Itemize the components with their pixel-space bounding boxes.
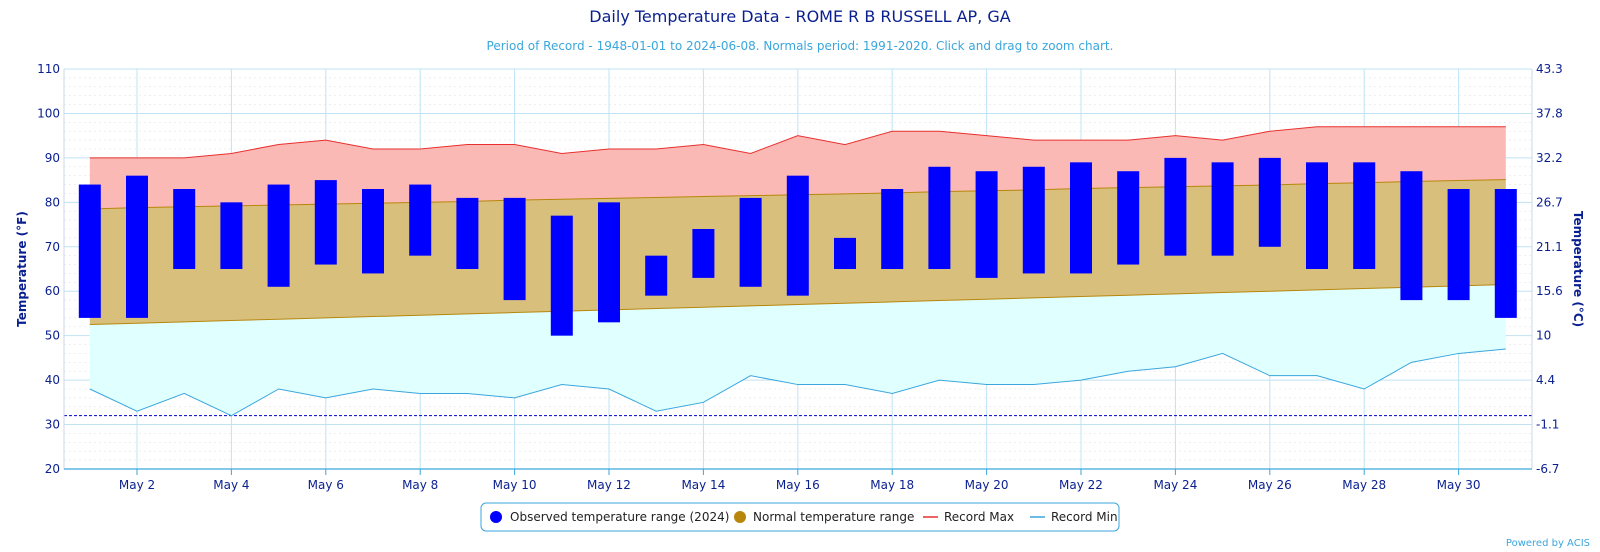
legend: Observed temperature range (2024) Normal… <box>480 502 1120 532</box>
observed-bar-may-4[interactable] <box>220 202 243 269</box>
observed-bar-may-29[interactable] <box>1400 171 1423 301</box>
observed-bar-may-28[interactable] <box>1353 162 1376 269</box>
y-tick-right: 43.3 <box>1536 62 1563 76</box>
observed-bar-may-10[interactable] <box>503 197 526 301</box>
observed-bar-may-15[interactable] <box>739 197 762 287</box>
x-tick-label: May 20 <box>965 478 1009 492</box>
x-tick-label: May 14 <box>681 478 725 492</box>
y-tick-left: 80 <box>45 195 60 209</box>
observed-bar-may-31[interactable] <box>1494 189 1517 318</box>
record-min-line <box>89 348 1506 417</box>
y-tick-right: 21.1 <box>1536 240 1563 254</box>
legend-normal-label[interactable]: Normal temperature range <box>753 510 914 524</box>
observed-bar-may-2[interactable] <box>126 175 148 318</box>
y-tick-left: 90 <box>45 151 60 165</box>
x-tick-label: May 2 <box>119 478 155 492</box>
y-tick-right: 26.7 <box>1536 195 1563 209</box>
observed-bar-may-19[interactable] <box>928 166 951 269</box>
x-axis: May 2 May 4 May 6 May 8 May 10 May 12 May 14 Ma… <box>64 468 1532 492</box>
y-tick-left: 50 <box>45 329 60 343</box>
y-tick-right: 32.2 <box>1536 151 1563 165</box>
y-tick-right: -1.1 <box>1536 418 1559 432</box>
x-tick-label: May 28 <box>1342 478 1386 492</box>
y-tick-right: 10 <box>1536 329 1551 343</box>
y-tick-left: 20 <box>45 462 60 476</box>
observed-bar-may-9[interactable] <box>456 197 479 269</box>
observed-bar-may-11[interactable] <box>550 215 573 336</box>
y-tick-right: 37.8 <box>1536 106 1563 120</box>
y-axis-left: 20 30 40 50 60 70 80 90 100 110 <box>37 62 65 476</box>
observed-bar-may-30[interactable] <box>1447 189 1470 301</box>
y-tick-left: 60 <box>45 284 60 298</box>
legend-record-min-label[interactable]: Record Min <box>1051 510 1118 524</box>
y-tick-left: 30 <box>45 418 60 432</box>
normal-low-line <box>89 284 1506 326</box>
legend-observed-label[interactable]: Observed temperature range (2024) <box>510 510 729 524</box>
observed-bar-may-21[interactable] <box>1022 166 1045 274</box>
record-min-band <box>89 284 1506 416</box>
x-tick-label: May 22 <box>1059 478 1103 492</box>
observed-bar-may-7[interactable] <box>362 189 384 274</box>
observed-bar-may-14[interactable] <box>692 229 715 278</box>
observed-bar-may-5[interactable] <box>267 184 290 287</box>
x-tick-label: May 24 <box>1153 478 1197 492</box>
x-tick-label: May 18 <box>870 478 914 492</box>
record-bands <box>89 126 1506 416</box>
x-tick-label: May 8 <box>402 478 438 492</box>
observed-bar-may-16[interactable] <box>786 175 809 296</box>
x-tick-label: May 30 <box>1437 478 1481 492</box>
x-tick-label: May 4 <box>213 478 249 492</box>
observed-bar-may-23[interactable] <box>1117 171 1140 265</box>
x-tick-label: May 12 <box>587 478 631 492</box>
credit-link[interactable]: Powered by ACIS <box>1506 538 1590 549</box>
x-tick-label: May 6 <box>308 478 344 492</box>
observed-bar-may-13[interactable] <box>645 255 668 296</box>
observed-bar-may-20[interactable] <box>975 171 998 278</box>
record-max-line <box>89 126 1506 159</box>
observed-bar-may-8[interactable] <box>409 184 432 256</box>
y-tick-right: -6.7 <box>1536 462 1559 476</box>
observed-bar-may-1[interactable] <box>78 184 101 318</box>
observed-bar-may-12[interactable] <box>598 202 620 323</box>
observed-bar-may-26[interactable] <box>1258 157 1281 247</box>
y-tick-right: 15.6 <box>1536 284 1563 298</box>
legend-normal-marker <box>734 511 746 523</box>
observed-bar-may-27[interactable] <box>1306 162 1328 269</box>
observed-bar-may-6[interactable] <box>314 180 337 265</box>
x-tick-label: May 10 <box>493 478 537 492</box>
y-tick-left: 40 <box>45 373 60 387</box>
observed-bar-may-22[interactable] <box>1070 162 1092 274</box>
observed-bar-may-25[interactable] <box>1211 162 1234 256</box>
y-axis-right: -6.7 -1.1 4.4 10 15.6 21.1 26.7 32.2 37.8 43.3 <box>1531 62 1563 476</box>
y-tick-right: 4.4 <box>1536 373 1555 387</box>
y-axis-left-title: Temperature (°F) <box>15 211 29 327</box>
observed-bar-may-18[interactable] <box>881 189 904 269</box>
record-max-band <box>89 126 1506 209</box>
chart-title: Daily Temperature Data - ROME R B RUSSEL… <box>589 7 1010 26</box>
x-tick-label: May 16 <box>776 478 820 492</box>
legend-observed-marker <box>490 511 502 523</box>
observed-bar-may-3[interactable] <box>173 189 196 269</box>
record-lines <box>89 126 1506 417</box>
chart-subtitle: Period of Record - 1948-01-01 to 2024-06… <box>487 39 1114 53</box>
observed-bar-may-24[interactable] <box>1164 157 1187 256</box>
observed-bar-may-17[interactable] <box>834 237 856 269</box>
observed-bars <box>78 157 1517 336</box>
y-tick-left: 70 <box>45 240 60 254</box>
y-axis-right-title: Temperature (°C) <box>1571 211 1585 327</box>
legend-record-max-label[interactable]: Record Max <box>944 510 1014 524</box>
legend-box <box>480 502 1120 532</box>
x-tick-label: May 26 <box>1248 478 1292 492</box>
y-tick-left: 100 <box>37 106 60 120</box>
y-tick-left: 110 <box>37 62 60 76</box>
